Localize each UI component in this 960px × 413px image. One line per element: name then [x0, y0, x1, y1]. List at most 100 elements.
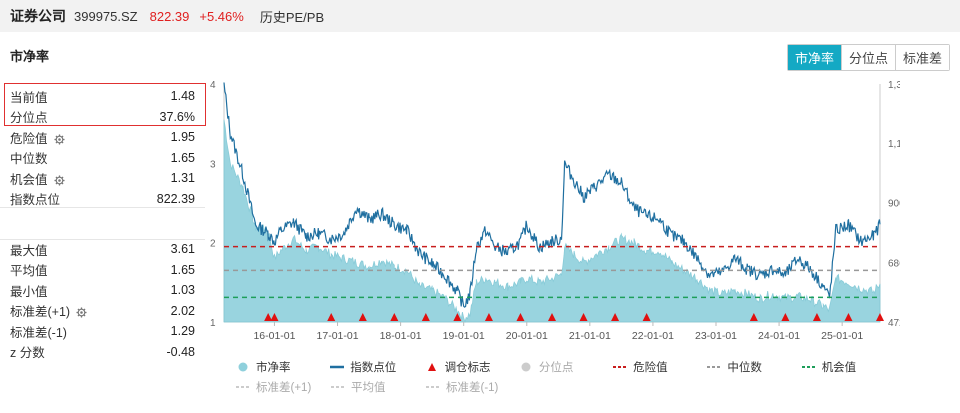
- x-tick-label: 19-01-01: [443, 330, 485, 342]
- legend-label: 指数点位: [350, 362, 397, 374]
- y-right-tick-label: 1,114: [888, 139, 900, 150]
- metric-tabs: 市净率 分位点 标准差: [786, 44, 950, 71]
- current-value-highlight: [4, 83, 206, 126]
- rebalance-marker: [611, 313, 620, 321]
- stat-value: 1.31: [170, 171, 195, 186]
- x-tick-label: 25-01-01: [821, 330, 863, 342]
- rebalance-marker: [421, 313, 430, 321]
- rebalance-marker: [327, 313, 336, 321]
- stat-row: 指数点位 822.39: [0, 189, 205, 210]
- rebalance-marker: [270, 313, 279, 321]
- settings-gear-icon[interactable]: [48, 132, 65, 146]
- chart-legend: 市净率 指数点位 调仓标志 分位点 危险值 中位数 机会值 标准差(+1) 平均值 标准差(-1…: [236, 357, 896, 397]
- stat-row: 最大值 3.61: [0, 239, 205, 260]
- index-name: 证券公司: [10, 8, 66, 24]
- stat-label: 机会值: [10, 169, 65, 188]
- tab-percentile[interactable]: 分位点: [840, 45, 895, 70]
- index-series-line: [223, 82, 881, 308]
- legend-pb[interactable]: 市净率: [236, 359, 330, 375]
- stat-label: 最大值: [10, 243, 48, 258]
- stat-label: 平均值: [10, 264, 48, 279]
- x-tick-label: 18-01-01: [380, 330, 422, 342]
- history-pe-pb-link[interactable]: 历史PE/PB: [259, 9, 325, 25]
- legend-danger[interactable]: 危险值: [613, 359, 707, 375]
- legend-index[interactable]: 指数点位: [330, 359, 424, 375]
- index-change: +5.46%: [199, 8, 244, 24]
- stat-label: 分位点: [10, 111, 48, 126]
- legend-label: 危险值: [633, 362, 668, 374]
- pb-chart: 1 2 3 4 472 686 900 1,114 1,325 16-01-01 17-01-01 1…: [210, 80, 900, 342]
- rebalance-marker: [264, 313, 273, 321]
- legend-std-plus[interactable]: 标准差(+1): [236, 379, 331, 395]
- x-tick-label: 22-01-01: [632, 330, 674, 342]
- legend-std-minus[interactable]: 标准差(-1): [426, 379, 521, 395]
- legend-label: 调仓标志: [444, 362, 491, 374]
- stat-row: 平均值 1.65: [0, 260, 205, 281]
- legend-label: 标准差(+1): [256, 382, 312, 394]
- rebalance-marker: [484, 313, 493, 321]
- stat-value: 2.02: [170, 303, 195, 318]
- index-code: 399975.SZ: [74, 8, 138, 24]
- y-right-tick-label: 686: [888, 258, 900, 269]
- stat-row: 当前值 1.48: [0, 86, 205, 107]
- stat-value: 822.39: [156, 191, 195, 206]
- rebalance-marker: [548, 313, 556, 321]
- rebalance-marker: [358, 313, 367, 321]
- rebalance-marker: [579, 313, 588, 321]
- legend-percentile[interactable]: 分位点: [519, 359, 613, 375]
- legend-median[interactable]: 中位数: [707, 359, 801, 375]
- index-price: 822.39: [149, 8, 190, 24]
- rebalance-marker: [781, 313, 790, 321]
- stat-value: 1.65: [170, 262, 195, 277]
- tab-pb[interactable]: 市净率: [787, 45, 841, 70]
- legend-mean[interactable]: 平均值: [331, 379, 426, 395]
- rebalance-marker: [453, 313, 462, 321]
- legend-label: 中位数: [727, 362, 762, 374]
- stat-label: 指数点位: [10, 193, 61, 208]
- stat-row: 标准差(+1) 2.02: [0, 301, 205, 322]
- stat-row: 最小值 1.03: [0, 280, 205, 301]
- rebalance-marker: [844, 313, 853, 321]
- divider: [0, 207, 205, 208]
- stat-label: 当前值: [10, 90, 48, 105]
- legend-label: 机会值: [821, 362, 857, 374]
- y-right-tick-label: 1,325: [888, 80, 900, 91]
- stat-value: 1.29: [170, 324, 195, 339]
- stat-value: 1.03: [170, 283, 195, 298]
- stat-value: -0.48: [166, 344, 196, 359]
- legend-label: 市净率: [256, 362, 291, 374]
- header-bar: 证券公司 399975.SZ 822.39 +5.46% 历史PE/PB: [0, 0, 960, 32]
- stat-row: 危险值 1.95: [0, 127, 205, 148]
- y-right-tick-label: 900: [888, 199, 900, 210]
- stat-value: 37.6%: [159, 109, 195, 124]
- stat-row: z 分数 -0.48: [0, 342, 205, 363]
- section-title: 市净率: [10, 49, 50, 64]
- tab-std-dev[interactable]: 标准差: [894, 45, 949, 70]
- legend-opportunity[interactable]: 机会值: [801, 359, 896, 375]
- stat-label: 危险值: [10, 128, 65, 147]
- x-tick-label: 16-01-01: [253, 330, 295, 342]
- stat-value: 1.48: [170, 89, 195, 104]
- y-left-tick-label: 2: [210, 239, 216, 250]
- rebalance-marker: [812, 313, 821, 321]
- rebalance-marker: [642, 313, 651, 321]
- stat-label: 标准差(+1): [10, 301, 87, 320]
- settings-gear-icon[interactable]: [48, 173, 65, 187]
- stat-row: 中位数 1.65: [0, 148, 205, 169]
- stat-row: 分位点 37.6%: [0, 107, 205, 128]
- y-right-tick-label: 472: [888, 318, 900, 329]
- stat-label: 最小值: [10, 284, 48, 299]
- legend-label: 标准差(-1): [446, 382, 499, 394]
- divider: [0, 239, 205, 240]
- stat-label: 中位数: [10, 152, 48, 167]
- y-left-tick-label: 1: [210, 318, 216, 329]
- stat-label: z 分数: [10, 346, 45, 361]
- x-tick-label: 20-01-01: [506, 330, 548, 342]
- stat-label: 标准差(-1): [10, 325, 67, 340]
- settings-gear-icon[interactable]: [70, 305, 87, 319]
- stat-value: 1.95: [170, 130, 195, 145]
- legend-rebalance[interactable]: 调仓标志: [425, 359, 519, 375]
- x-tick-label: 23-01-01: [695, 330, 737, 342]
- y-left-tick-label: 4: [210, 80, 216, 91]
- rebalance-marker: [516, 313, 525, 321]
